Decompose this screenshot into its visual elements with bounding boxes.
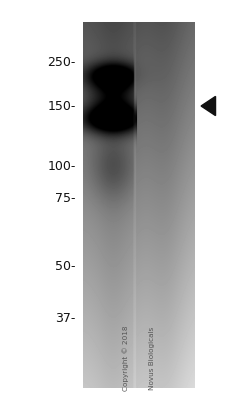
- FancyArrow shape: [201, 96, 216, 116]
- Text: 75-: 75-: [55, 192, 76, 204]
- Text: 150-: 150-: [47, 100, 76, 112]
- Text: 250-: 250-: [47, 56, 76, 68]
- Text: 100-: 100-: [47, 160, 76, 172]
- Text: 37-: 37-: [55, 312, 76, 324]
- Text: Novus Biologicals: Novus Biologicals: [149, 327, 155, 390]
- Text: 50-: 50-: [55, 260, 76, 272]
- Text: Copyright © 2018: Copyright © 2018: [122, 326, 129, 392]
